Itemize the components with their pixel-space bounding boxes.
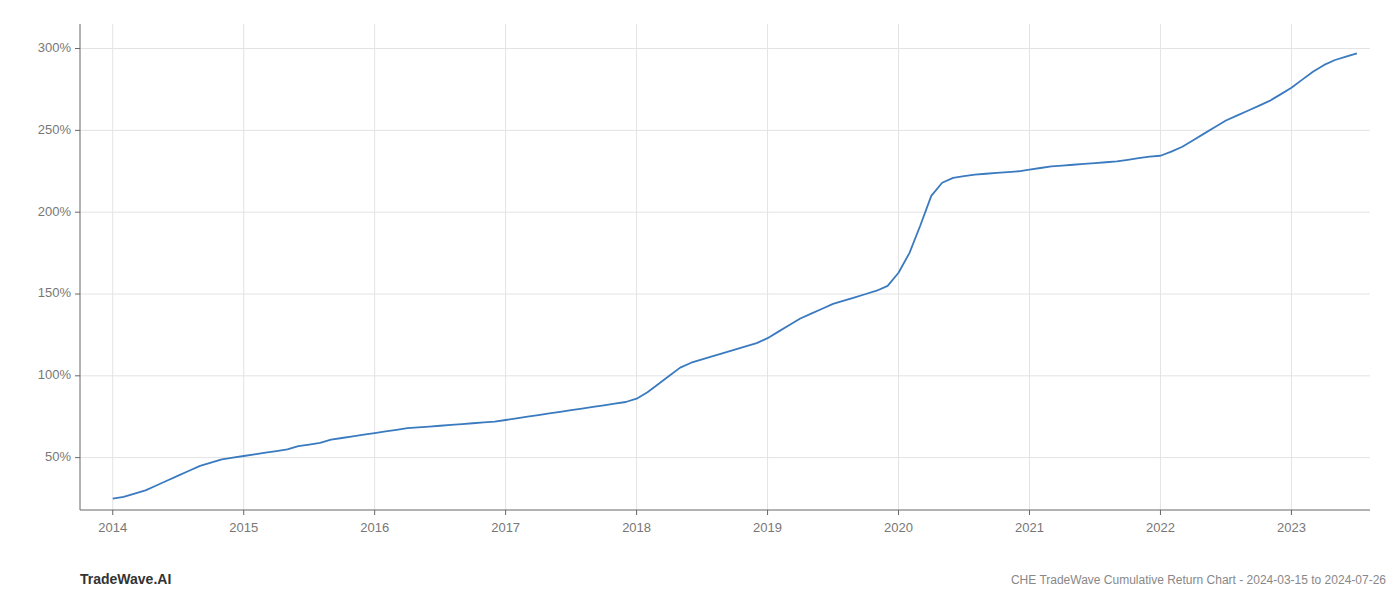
grid <box>80 24 1370 510</box>
watermark: TradeWave.AI <box>80 571 171 587</box>
x-grid-line <box>1160 24 1161 510</box>
y-tick <box>75 375 80 376</box>
y-grid-line <box>80 130 1370 131</box>
y-tick <box>75 130 80 131</box>
x-tick <box>112 510 113 515</box>
x-tick <box>767 510 768 515</box>
title: CHE TradeWave Cumulative Return Chart - … <box>1011 573 1386 587</box>
y-tick <box>75 457 80 458</box>
chart: 50% 100% 150% 200% 250% 300% 2014 2015 2016 2017 2… <box>0 0 1400 600</box>
plot-area <box>113 53 1357 498</box>
y-tick <box>75 212 80 213</box>
x-grid-line <box>374 24 375 510</box>
y-grid-line <box>80 48 1370 49</box>
y-axis-line <box>80 24 81 510</box>
y-grid-line <box>80 294 1370 295</box>
x-axis-line <box>80 510 1370 511</box>
y-tick-label: 150% <box>38 285 72 300</box>
x-grid-line <box>898 24 899 510</box>
x-grid-line <box>243 24 244 510</box>
y-tick <box>75 48 80 49</box>
x-tick-label: 2015 <box>229 520 258 535</box>
x-tick <box>505 510 506 515</box>
x-tick-label: 2020 <box>884 520 913 535</box>
x-tick <box>898 510 899 515</box>
x-tick-label: 2023 <box>1277 520 1306 535</box>
x-tick-label: 2017 <box>491 520 520 535</box>
x-tick <box>1029 510 1030 515</box>
y-tick-label: 250% <box>38 122 72 137</box>
y-grid-line <box>80 375 1370 376</box>
x-tick <box>1160 510 1161 515</box>
x-tick <box>243 510 244 515</box>
x-tick <box>374 510 375 515</box>
x-tick-label: 2016 <box>360 520 389 535</box>
x-grid-line <box>1029 24 1030 510</box>
x-grid-line <box>505 24 506 510</box>
x-tick-label: 2018 <box>622 520 651 535</box>
x-tick-label: 2019 <box>753 520 782 535</box>
x-tick-label: 2022 <box>1146 520 1175 535</box>
x-tick-label: 2014 <box>98 520 127 535</box>
y-grid-line <box>80 457 1370 458</box>
x-grid-line <box>112 24 113 510</box>
x-grid-line <box>636 24 637 510</box>
y-tick <box>75 294 80 295</box>
x-grid-line <box>767 24 768 510</box>
x-tick <box>1291 510 1292 515</box>
y-tick-label: 300% <box>38 40 72 55</box>
x-tick-label: 2021 <box>1015 520 1044 535</box>
x-tick <box>636 510 637 515</box>
x-grid-line <box>1291 24 1292 510</box>
y-tick-label: 200% <box>38 204 72 219</box>
y-tick-label: 50% <box>45 449 71 464</box>
y-tick-label: 100% <box>38 367 72 382</box>
y-grid-line <box>80 212 1370 213</box>
axes: 50% 100% 150% 200% 250% 300% 2014 2015 2016 2017 2… <box>38 24 1370 535</box>
line <box>113 53 1357 498</box>
